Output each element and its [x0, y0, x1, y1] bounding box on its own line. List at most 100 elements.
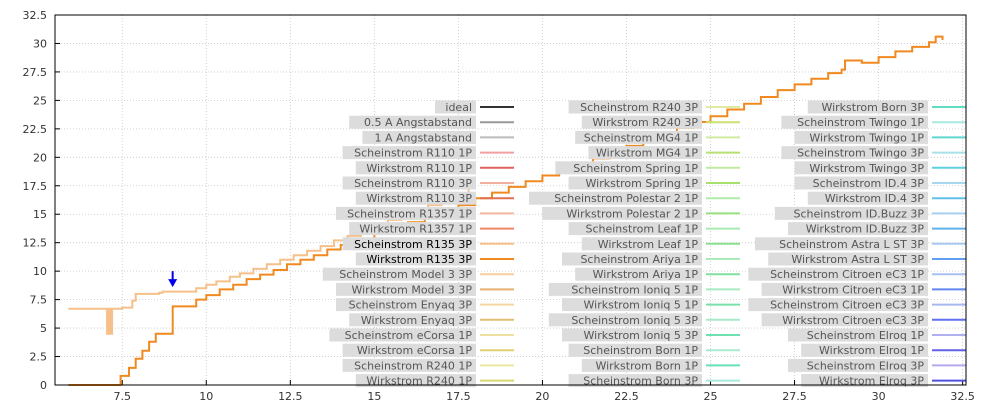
legend-entry-bg [568, 374, 702, 388]
legend-label: Wirkstrom Elroq 3P [819, 375, 924, 388]
legend-label: Wirkstrom eCorsa 1P [357, 344, 473, 357]
y-tick-label: 15 [33, 208, 47, 221]
legend-label: Scheinstrom eCorsa 1P [345, 329, 473, 342]
legend-entry-bg [349, 115, 476, 129]
legend-entry-bg [548, 282, 702, 296]
legend-label: Scheinstrom Ioniq 5 3P [571, 314, 698, 327]
legend-entry-bg [768, 252, 928, 266]
legend-label: Wirkstrom Born 1P [595, 359, 698, 372]
legend-label: Scheinstrom R135 3P [354, 238, 472, 251]
legend-label: Wirkstrom Leaf 1P [598, 238, 699, 251]
legend-entry-bg [761, 282, 928, 296]
legend-entry-bg [788, 328, 928, 342]
legend-label: 1 A Angstabstand [374, 131, 472, 144]
legend-entry-bg [355, 191, 476, 205]
y-tick-label: 20 [33, 151, 47, 164]
legend-entry-bg [342, 343, 476, 357]
legend-label: Wirkstrom ID.4 3P [825, 192, 925, 205]
legend-entry-bg [562, 328, 702, 342]
legend-entry-bg [801, 343, 928, 357]
legend-entry-bg [349, 222, 476, 236]
x-tick-label: 22.5 [614, 390, 639, 403]
legend-label: Scheinstrom R110 1P [354, 147, 472, 160]
y-tick-label: 12.5 [23, 237, 48, 250]
legend-entry-bg [336, 206, 476, 220]
legend-label: Wirkstrom R240 1P [366, 375, 472, 388]
legend-entry-bg [529, 191, 702, 205]
y-tick-label: 2.5 [30, 351, 48, 364]
y-axis-ticks: 0 2.5 5 7.5 10 12.5 15 17.5 20 22.5 25 27.5 30 32.5 [23, 9, 60, 392]
y-tick-label: 10 [33, 265, 47, 278]
legend-entry-bg [362, 130, 476, 144]
y-tick-label: 5 [40, 322, 47, 335]
legend-entry-bg [568, 222, 702, 236]
legend-entry-bg [355, 161, 476, 175]
x-tick-label: 10 [199, 390, 213, 403]
legend-label: Wirkstrom Twingo 3P [809, 162, 924, 175]
legend-label: Wirkstrom R110 1P [366, 162, 472, 175]
legend-entry-bg [548, 313, 702, 327]
legend-label: Scheinstrom MG4 1P [584, 131, 699, 144]
legend-label: Wirkstrom Spring 1P [586, 177, 699, 190]
legend-label: Wirkstrom R240 3P [592, 116, 698, 129]
legend-entry-bg [342, 358, 476, 372]
legend-label: Wirkstrom Born 3P [821, 101, 924, 114]
y-tick-label: 32.5 [23, 9, 48, 22]
legend-label: Wirkstrom Citroen eC3 3P [782, 314, 924, 327]
legend-entry-bg [748, 298, 928, 312]
y-tick-label: 0 [40, 379, 47, 392]
legend-label: ideal [445, 101, 472, 114]
legend-label: Scheinstrom Enyaq 3P [349, 299, 473, 312]
x-tick-label: 12.5 [278, 390, 303, 403]
legend-entry-bg [562, 298, 702, 312]
y-tick-label: 27.5 [23, 66, 48, 79]
legend-entry-bg [801, 374, 928, 388]
legend-entry-bg [788, 222, 928, 236]
legend-label: Scheinstrom ID.Buzz 3P [794, 207, 925, 220]
legend-label: Scheinstrom Ariya 1P [580, 253, 698, 266]
x-tick-label: 27.5 [782, 390, 807, 403]
legend-entry-bg [568, 100, 702, 114]
legend-entry-bg [781, 146, 928, 160]
legend-label: Scheinstrom R110 3P [354, 177, 472, 190]
legend-entry-bg [342, 146, 476, 160]
annotation-arrow-head [168, 279, 178, 288]
legend-label: Wirkstrom Elroq 1P [819, 344, 924, 357]
legend-entry-bg [755, 237, 928, 251]
plot-border [54, 14, 967, 386]
legend-entry-bg [788, 358, 928, 372]
x-tick-label: 20 [535, 390, 549, 403]
legend-entry-bg [794, 161, 928, 175]
legend-entry-bg [342, 237, 476, 251]
legend-entry-bg [349, 313, 476, 327]
x-tick-label: 30 [872, 390, 886, 403]
legend-entry-bg [807, 191, 928, 205]
legend-label: Wirkstrom Citroen eC3 1P [782, 283, 924, 296]
legend-label: Wirkstrom Twingo 1P [809, 131, 924, 144]
legend-entry-bg [761, 313, 928, 327]
legend-entry-bg [336, 298, 476, 312]
legend-entry-bg [542, 206, 702, 220]
legend-entry-bg [794, 130, 928, 144]
legend-entry-bg [575, 267, 702, 281]
legend-label: Scheinstrom R240 1P [354, 359, 472, 372]
x-tick-label: 17.5 [446, 390, 471, 403]
legend-label: Scheinstrom Ioniq 5 1P [571, 283, 698, 296]
annotations [168, 271, 178, 288]
legend-label: Wirkstrom MG4 1P [596, 147, 698, 160]
legend-label: Wirkstrom R110 3P [366, 192, 472, 205]
legend-label: Scheinstrom Citroen eC3 3P [770, 299, 924, 312]
legend-entry-bg [568, 176, 702, 190]
y-tick-label: 17.5 [23, 180, 48, 193]
x-axis-ticks: 7.5 10 12.5 15 17.5 20 22.5 25 27.5 30 32.5 [113, 380, 975, 403]
legend-label: Wirkstrom Polestar 2 1P [566, 207, 698, 220]
legend-entry-bg [562, 252, 702, 266]
legend-label: Scheinstrom Born 1P [583, 344, 698, 357]
legend-entry-bg [329, 328, 476, 342]
y-tick-label: 30 [33, 37, 47, 50]
legend-label: Scheinstrom Leaf 1P [585, 223, 698, 236]
legend-entry-bg [581, 358, 702, 372]
legend-entry-bg [794, 176, 928, 190]
legend-entry-bg [748, 267, 928, 281]
